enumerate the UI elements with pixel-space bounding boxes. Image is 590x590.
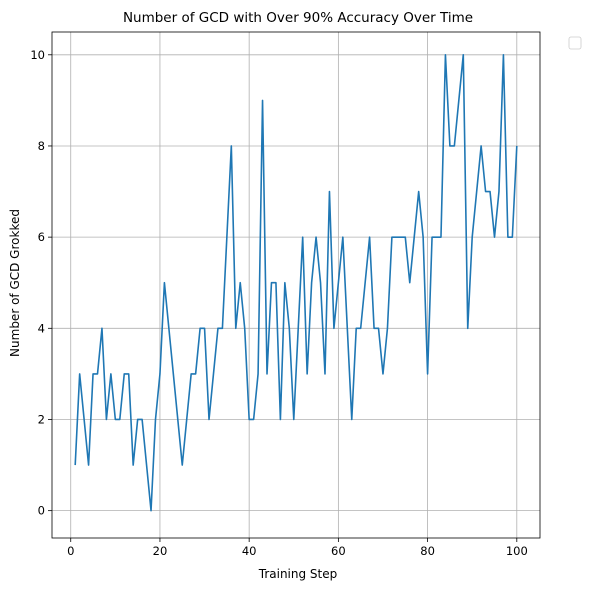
x-axis-label: Training Step (258, 567, 338, 581)
legend-box (568, 36, 582, 50)
y-axis-label: Number of GCD Grokked (8, 209, 22, 357)
x-tick-label: 100 (506, 544, 528, 558)
axis-ticks: 0 20 40 60 80 100 0 2 4 6 8 10 (30, 48, 527, 558)
x-tick-label: 0 (67, 544, 74, 558)
y-tick-label: 6 (38, 230, 45, 244)
series-layer (74, 53, 518, 512)
y-tick-label: 8 (38, 139, 45, 153)
x-tick-label: 20 (153, 544, 168, 558)
y-tick-label: 10 (30, 48, 45, 62)
x-tick-label: 40 (242, 544, 257, 558)
grid-lines (52, 32, 540, 538)
y-tick-label: 4 (38, 321, 45, 335)
x-tick-label: 60 (331, 544, 346, 558)
y-tick-label: 2 (38, 412, 45, 426)
x-tick-label: 80 (420, 544, 435, 558)
y-tick-label: 0 (38, 504, 45, 518)
chart-title: Number of GCD with Over 90% Accuracy Ove… (123, 10, 473, 26)
series-line (74, 53, 518, 512)
plot-frame (51, 31, 541, 539)
